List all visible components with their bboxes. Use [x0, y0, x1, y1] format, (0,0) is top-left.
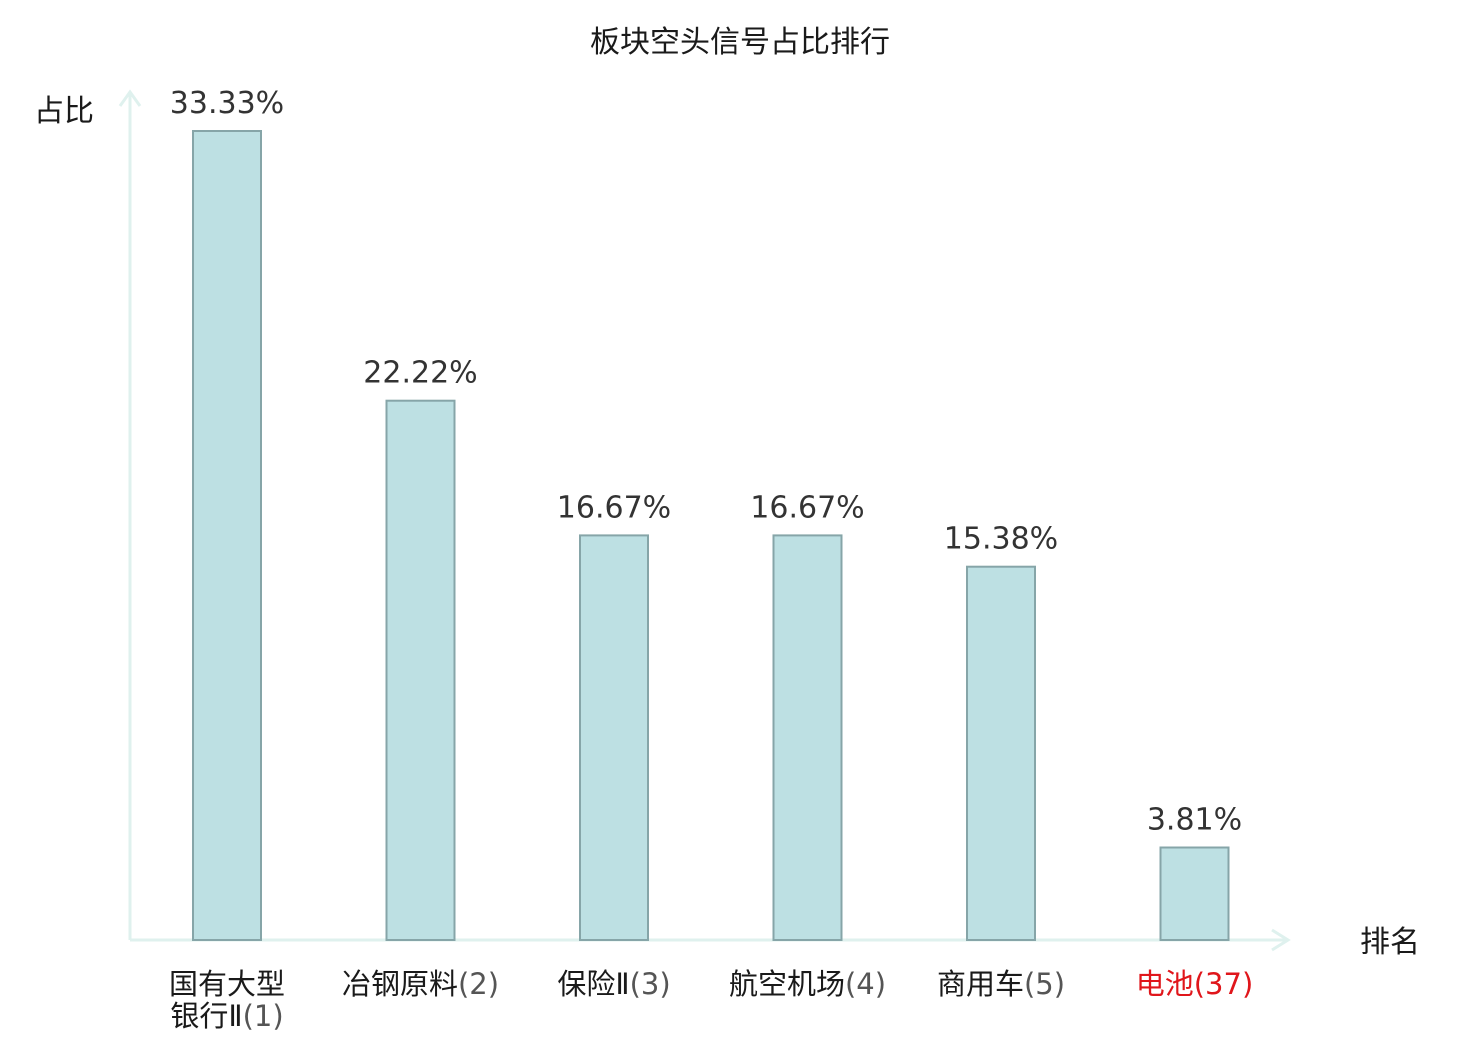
- category-tick-label: 冶钢原料(2): [342, 967, 499, 1001]
- data-label: 33.33%: [170, 86, 284, 121]
- category-name: 电池: [1136, 967, 1194, 1001]
- bar: [579, 534, 649, 942]
- category-tick-label: 保险Ⅱ(3): [557, 967, 670, 1001]
- category-name: 冶钢原料: [342, 967, 458, 1001]
- bar: [772, 534, 843, 942]
- data-label: 3.81%: [1147, 803, 1242, 838]
- category-tick-label: 国有大型: [169, 967, 285, 1001]
- category-name: 银行Ⅱ: [170, 999, 242, 1033]
- category-name: 国有大型: [169, 967, 285, 1001]
- x-axis-label: 排名: [1360, 925, 1420, 960]
- category-name: 商用车: [937, 967, 1024, 1001]
- category-tick-label: 航空机场(4): [729, 967, 886, 1001]
- value-label-group: 33.33% 22.22% 16.67% 16.67% 15.38% 3.81%: [170, 86, 1242, 838]
- category-tick-label: 电池(37): [1136, 967, 1254, 1001]
- data-label: 15.38%: [944, 522, 1058, 557]
- category-tick-label: 商用车(5): [937, 967, 1065, 1001]
- data-label: 16.67%: [750, 490, 864, 525]
- bar: [966, 565, 1036, 941]
- y-axis-arrow: [118, 89, 142, 107]
- y-axis-label: 占比: [34, 94, 94, 129]
- category-rank: (4): [845, 967, 886, 1001]
- data-label: 16.67%: [557, 490, 671, 525]
- category-name: 保险Ⅱ: [557, 967, 629, 1001]
- chart-title: 板块空头信号占比排行: [590, 25, 890, 60]
- axes: [118, 89, 1291, 952]
- bar: [192, 130, 262, 941]
- category-rank: (2): [458, 967, 499, 1001]
- category-tick-label: 银行Ⅱ(1): [170, 999, 283, 1033]
- category-rank: (37): [1194, 967, 1254, 1001]
- bar: [1159, 846, 1230, 941]
- x-axis-arrow: [1271, 928, 1291, 952]
- category-rank: (3): [630, 967, 671, 1001]
- bar-group: [192, 130, 1230, 942]
- bar: [385, 399, 456, 941]
- category-name: 航空机场: [729, 967, 845, 1001]
- data-label: 22.22%: [363, 356, 477, 391]
- category-rank: (5): [1024, 967, 1065, 1001]
- category-rank: (1): [243, 999, 284, 1033]
